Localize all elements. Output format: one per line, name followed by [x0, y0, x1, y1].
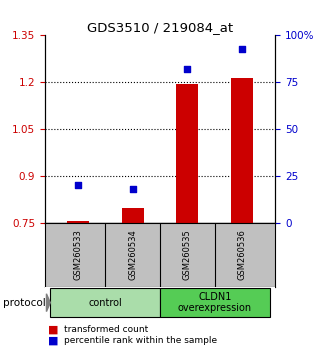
Text: GSM260533: GSM260533 — [73, 229, 82, 280]
Text: protocol: protocol — [3, 298, 46, 308]
Point — [185, 66, 190, 72]
Bar — [67, 222, 89, 223]
Text: percentile rank within the sample: percentile rank within the sample — [64, 336, 217, 345]
Bar — [160, 288, 270, 317]
Text: control: control — [88, 298, 122, 308]
Bar — [122, 208, 144, 223]
Bar — [176, 84, 198, 223]
Text: transformed count: transformed count — [64, 325, 148, 335]
Polygon shape — [46, 294, 50, 312]
Text: ■: ■ — [48, 336, 59, 346]
Point — [130, 187, 135, 192]
Text: CLDN1
overexpression: CLDN1 overexpression — [178, 292, 252, 314]
Bar — [231, 78, 253, 223]
Text: GSM260535: GSM260535 — [183, 229, 192, 280]
Text: ■: ■ — [48, 325, 59, 335]
Point — [240, 46, 245, 51]
Point — [75, 183, 80, 188]
Bar — [50, 288, 160, 317]
Text: GSM260534: GSM260534 — [128, 229, 137, 280]
Title: GDS3510 / 219084_at: GDS3510 / 219084_at — [87, 21, 233, 34]
Text: GSM260536: GSM260536 — [238, 229, 247, 280]
